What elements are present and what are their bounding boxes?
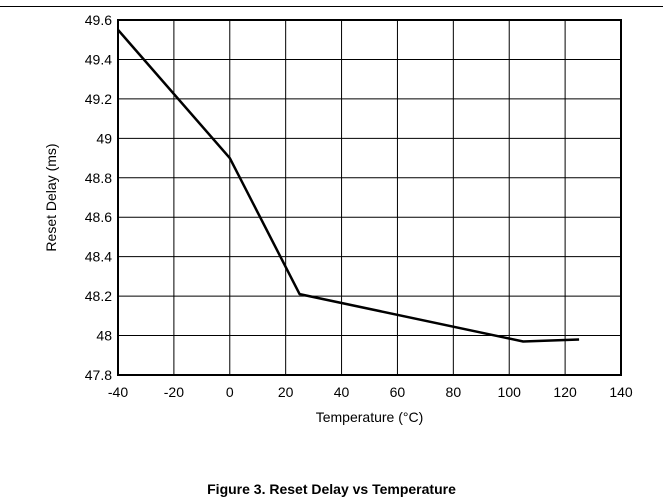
series-line [117,29,580,343]
figure-caption: Figure 3. Reset Delay vs Temperature [207,481,456,497]
top-rule [0,6,663,7]
x-tick-label: 80 [446,384,462,400]
y-tick-label: 49.6 [85,12,112,28]
x-tick-label: 20 [278,384,294,400]
x-tick-label: 60 [390,384,406,400]
y-tick-label: 48.4 [85,249,112,265]
x-tick-label: 140 [609,384,633,400]
y-tick-label: 48.8 [85,170,112,186]
y-tick-label: 49.4 [85,51,112,67]
y-tick-labels: 47.8 48 48.2 48.4 48.6 48.8 49 49.2 49.4 49.6 [85,12,112,383]
y-tick-label: 48.6 [85,209,112,225]
x-tick-label: -40 [108,384,128,400]
y-tick-label: 49 [96,130,112,146]
y-tick-label: 47.8 [85,367,112,383]
x-axis-label: Temperature (°C) [316,409,424,425]
x-tick-label: 40 [334,384,350,400]
x-tick-label: 100 [498,384,522,400]
y-tick-label: 48 [96,328,112,344]
x-tick-label: 0 [226,384,234,400]
x-tick-label: 120 [553,384,577,400]
grid [118,20,621,375]
chart: -40 -20 0 20 40 60 80 100 120 140 47.84848.248.44… [43,12,633,425]
plot-frame [117,19,622,376]
y-axis-label: Reset Delay (ms) [43,143,59,251]
y-tick-label: 49.2 [85,91,112,107]
x-tick-labels: -40 -20 0 20 40 60 80 100 120 140 [108,384,633,400]
series-group [117,29,580,343]
x-tick-label: -20 [164,384,184,400]
y-tick-label: 48.2 [85,288,112,304]
